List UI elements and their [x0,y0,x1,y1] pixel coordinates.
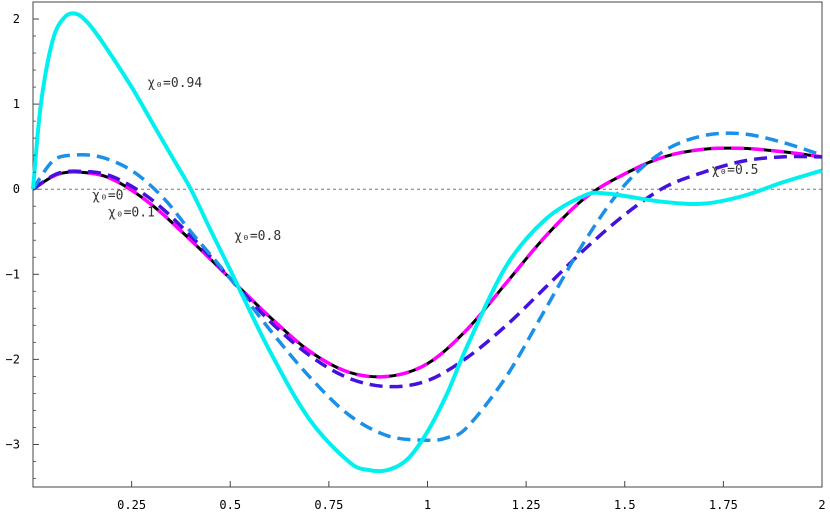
ticks-group: 0.25 0.5 0.75 1 1.25 1.5 1.75 2 2 1 0 −1 −2 −3 [6,12,826,512]
y-tick-label: −3 [6,437,20,451]
x-tick-label: 1.75 [709,498,738,512]
series-line-2 [32,146,823,379]
plot-border [32,1,823,488]
y-tick-label: 0 [13,182,20,196]
series-line-1 [32,146,823,379]
x-tick-label: 0.5 [219,498,241,512]
x-tick-label: 1 [424,498,431,512]
y-tick-label: 2 [13,12,20,26]
curve-label-5: χ₀=0.5 [712,163,759,178]
curve-label-4: χ₀=0.8 [234,229,281,244]
series-group [31,11,823,474]
x-tick-label: 0.25 [117,498,146,512]
plot-frame [32,1,823,488]
x-tick-label: 0.75 [314,498,343,512]
curve-label-1: χ₀=0.94 [147,76,202,91]
annotations-group: χ₀=0.94 χ₀=0 χ₀=0.1 χ₀=0.8 χ₀=0.5 [92,76,758,244]
x-tick-label: 1.25 [512,498,541,512]
x-tick-label: 2 [818,498,825,512]
y-tick-label: −2 [6,352,20,366]
curve-label-3: χ₀=0.1 [108,205,155,220]
y-tick-label: −1 [6,267,20,281]
curve-label-2: χ₀=0 [92,188,123,203]
series-line-5 [31,11,823,474]
x-tick-label: 1.5 [614,498,636,512]
series-line-4 [31,131,823,443]
y-tick-label: 1 [13,97,20,111]
series-line-3 [32,154,823,389]
